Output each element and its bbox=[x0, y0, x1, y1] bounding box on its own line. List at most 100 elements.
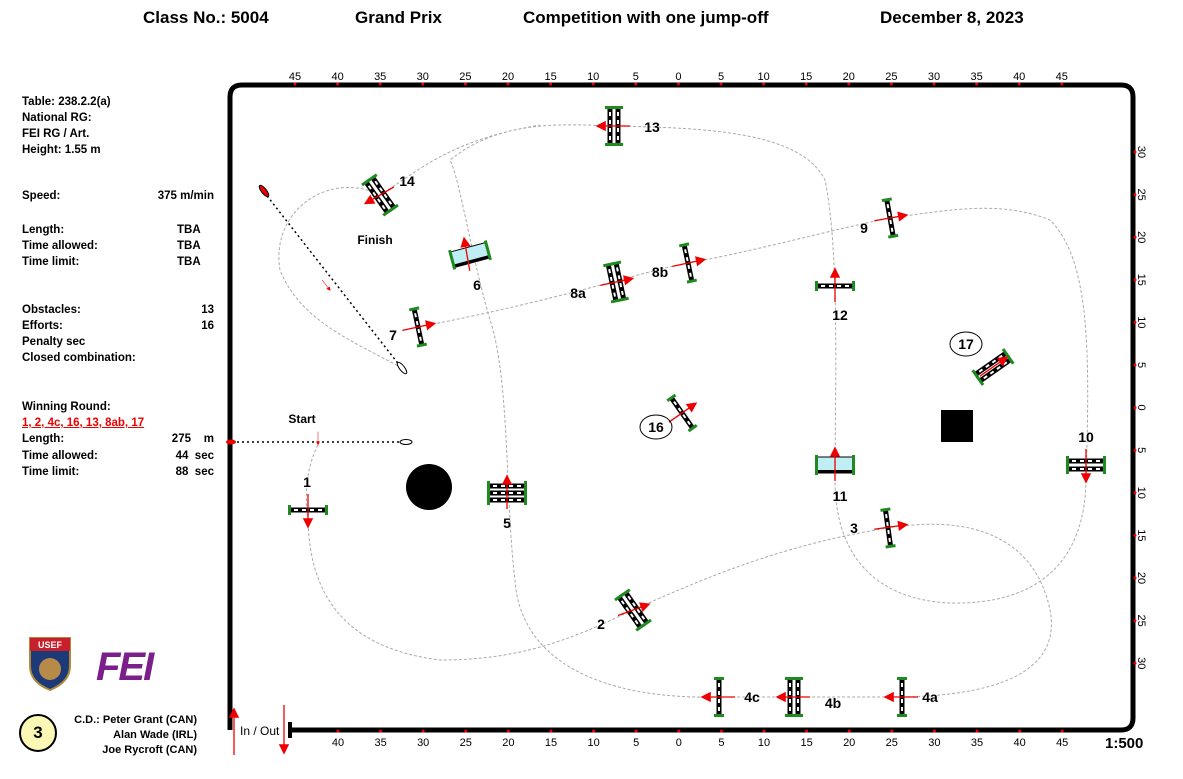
ruler-top-tick: 35 bbox=[970, 71, 982, 83]
ruler-right-tick: 15 bbox=[1135, 529, 1147, 541]
start-label: Start bbox=[288, 412, 315, 426]
obstacle-4a: 4a bbox=[886, 677, 938, 717]
ruler-top-tick: 5 bbox=[718, 71, 724, 83]
ruler-top-tick: 20 bbox=[502, 71, 514, 83]
obstacle-3: 3 bbox=[850, 507, 906, 549]
speed-label: Speed: bbox=[22, 190, 61, 202]
ruler-right-tick: 30 bbox=[1135, 146, 1147, 158]
ruler-right-tick: 5 bbox=[1135, 362, 1147, 368]
wr-length-value: 275 m bbox=[171, 433, 214, 445]
closed-combination-label: Closed combination: bbox=[22, 352, 136, 364]
round-number-badge: 3 bbox=[19, 714, 57, 752]
obstacle-5: 5 bbox=[487, 477, 527, 531]
fei-rg: FEI RG / Art. bbox=[22, 128, 90, 140]
ruler-top-tick: 30 bbox=[417, 71, 429, 83]
ruler-top-tick: 0 bbox=[675, 71, 681, 83]
svg-text:11: 11 bbox=[833, 488, 848, 504]
svg-text:2: 2 bbox=[597, 616, 605, 632]
class-number: Class No.: 5004 bbox=[143, 8, 269, 27]
ruler-bottom-tick: 15 bbox=[545, 737, 557, 749]
penalty-label: Penalty sec bbox=[22, 336, 86, 348]
obstacle-6: 6 bbox=[447, 239, 493, 293]
svg-text:12: 12 bbox=[832, 307, 848, 323]
ruler-bottom-tick: 30 bbox=[417, 737, 429, 749]
assistant-designer: Joe Rycroft (CAN) bbox=[102, 744, 197, 756]
obstacle-4c: 4c bbox=[703, 677, 760, 717]
ruler-bottom-tick: 20 bbox=[502, 737, 514, 749]
square-block bbox=[941, 410, 973, 442]
svg-text:7: 7 bbox=[389, 327, 397, 343]
ruler-bottom-tick: 5 bbox=[633, 737, 639, 749]
obstacles-label: Obstacles: bbox=[22, 304, 81, 316]
svg-text:3: 3 bbox=[850, 520, 858, 536]
time-limit-value: TBA bbox=[177, 256, 201, 268]
tree-circle bbox=[406, 464, 452, 510]
ruler-bottom-tick: 45 bbox=[1056, 737, 1068, 749]
date: December 8, 2023 bbox=[880, 8, 1024, 27]
finish-label: Finish bbox=[357, 233, 392, 247]
ruler-top-tick: 10 bbox=[757, 71, 769, 83]
ruler-right-tick: 25 bbox=[1135, 614, 1147, 626]
length-value: TBA bbox=[177, 224, 201, 236]
wr-length-label: Length: bbox=[22, 433, 65, 445]
efforts-label: Efforts: bbox=[22, 320, 63, 332]
svg-text:5: 5 bbox=[503, 515, 511, 531]
ruler-right-tick: 5 bbox=[1135, 447, 1147, 453]
ruler-top-tick: 35 bbox=[374, 71, 386, 83]
obstacle-11: 11 bbox=[814, 449, 856, 504]
obstacle-8b: 8b bbox=[652, 242, 704, 284]
obstacle-16: 16 bbox=[639, 393, 698, 440]
obstacle-17: 17 bbox=[949, 331, 1015, 386]
length-label: Length: bbox=[22, 224, 65, 236]
svg-text:4a: 4a bbox=[922, 689, 938, 705]
speed-value: 375 m/min bbox=[157, 190, 214, 202]
svg-text:16: 16 bbox=[648, 419, 664, 435]
ruler-top-tick: 15 bbox=[544, 71, 556, 83]
ruler-top-tick: 45 bbox=[1056, 71, 1068, 83]
ruler-bottom-tick: 0 bbox=[676, 737, 682, 749]
competition-type: Competition with one jump-off bbox=[523, 8, 769, 27]
ruler-bottom-tick: 35 bbox=[374, 737, 386, 749]
wr-time-limit-value: 88 sec bbox=[175, 466, 214, 478]
svg-text:9: 9 bbox=[860, 220, 868, 236]
obstacle-7: 7 bbox=[389, 306, 434, 348]
obstacle-10: 10 bbox=[1066, 429, 1106, 481]
ruler-top-tick: 40 bbox=[1013, 71, 1025, 83]
finish-line bbox=[263, 191, 401, 367]
obstacle-1: 1 bbox=[288, 474, 328, 526]
ruler-top-tick: 15 bbox=[800, 71, 812, 83]
ruler-right-tick: 20 bbox=[1135, 572, 1147, 584]
svg-text:1: 1 bbox=[303, 474, 311, 490]
arena-fence bbox=[227, 82, 1136, 733]
ruler-top-tick: 30 bbox=[928, 71, 940, 83]
ruler-bottom-tick: 5 bbox=[718, 737, 724, 749]
ruler-bottom-tick: 40 bbox=[1013, 737, 1025, 749]
ruler-top-tick: 25 bbox=[459, 71, 471, 83]
ruler-right-tick: 10 bbox=[1135, 487, 1147, 499]
wr-time-limit-label: Time limit: bbox=[22, 466, 80, 478]
in-out-gate-label: In / Out bbox=[240, 724, 280, 738]
ruler-top-tick: 5 bbox=[633, 71, 639, 83]
obstacle-12: 12 bbox=[815, 270, 855, 323]
ruler-top-tick: 25 bbox=[885, 71, 897, 83]
obstacle-info: Obstacles: 13 Efforts: 16 Penalty sec Cl… bbox=[22, 304, 214, 374]
ruler-right-tick: 20 bbox=[1135, 231, 1147, 243]
time-allowed-label: Time allowed: bbox=[22, 240, 98, 252]
obstacle-4b: 4b bbox=[778, 677, 841, 717]
speed-info: Speed: 375 m/min Length: TBA Time allowe… bbox=[22, 190, 214, 290]
height: Height: 1.55 m bbox=[22, 144, 101, 156]
svg-text:13: 13 bbox=[644, 119, 660, 135]
obstacle-13: 13 bbox=[598, 106, 660, 146]
ruler-bottom-tick: 25 bbox=[460, 737, 472, 749]
svg-text:8a: 8a bbox=[570, 285, 586, 301]
ruler-right-tick: 0 bbox=[1135, 405, 1147, 411]
winning-round-info: Winning Round: 1, 2, 4c, 16, 13, 8ab, 17… bbox=[22, 401, 214, 485]
ruler-top-tick: 45 bbox=[289, 71, 301, 83]
svg-text:10: 10 bbox=[1078, 429, 1094, 445]
ruler-top-tick: 40 bbox=[331, 71, 343, 83]
ruler-bottom-tick: 30 bbox=[928, 737, 940, 749]
wr-time-allowed-value: 44 sec bbox=[175, 450, 214, 462]
ruler-bottom-tick: 20 bbox=[843, 737, 855, 749]
